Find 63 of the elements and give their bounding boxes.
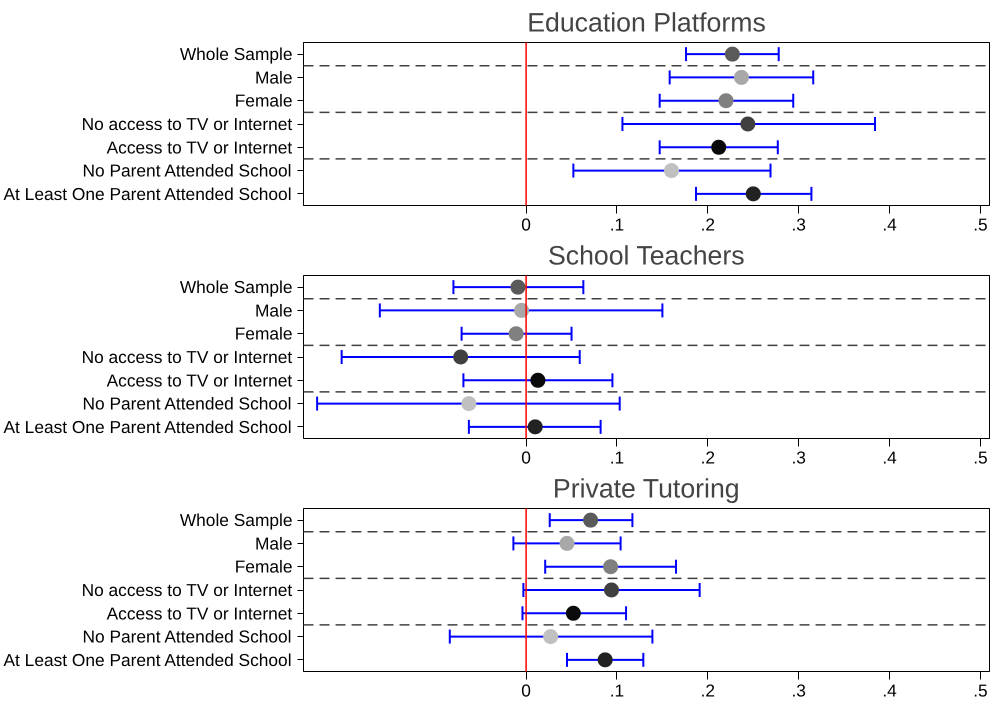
point [734,70,749,85]
point [508,326,524,342]
point [604,582,620,598]
y-tick-label: Access to TV or Internet [106,603,292,624]
x-tick-label: .1 [610,680,624,700]
x-tick-label: .3 [791,448,806,468]
y-tick-label: Male [254,533,293,554]
point [740,116,756,132]
point [528,419,543,434]
point [543,629,558,644]
point [746,186,761,202]
x-tick-label: .1 [610,214,624,234]
y-tick-label: No Parent Attended School [82,626,292,647]
x-tick-label: .3 [791,214,806,234]
y-tick-label: Access to TV or Internet [106,137,292,158]
y-tick-label: At Least One Parent Attended School [4,416,292,437]
x-tick-label: .5 [973,680,988,700]
point [583,512,598,528]
chart-title: School Teachers [548,240,745,270]
x-tick-label: 0 [521,680,531,700]
point [718,93,734,108]
x-tick-label: .5 [973,448,988,468]
x-tick-label: 0 [521,214,531,234]
y-tick-label: Female [234,556,292,577]
point [724,46,740,62]
y-tick-label: No access to TV or Internet [82,114,292,134]
y-tick-label: Male [254,300,293,320]
x-tick-label: .2 [700,214,716,234]
point [453,350,468,364]
y-tick-label: At Least One Parent Attended School [4,650,292,670]
y-tick-label: Whole Sample [180,510,293,530]
x-tick-label: .4 [882,680,898,700]
x-tick-label: .5 [973,214,988,234]
point [510,280,526,295]
point [711,140,726,155]
point [566,606,581,621]
y-tick-label: Whole Sample [180,277,293,298]
y-tick-label: At Least One Parent Attended School [4,184,292,204]
y-tick-label: Access to TV or Internet [106,370,292,390]
y-tick-label: Whole Sample [180,44,293,64]
y-tick-label: No access to TV or Internet [82,347,292,367]
x-tick-label: .1 [610,448,624,468]
x-tick-label: .2 [700,680,716,700]
chart-title: Private Tutoring [552,474,740,504]
point [598,652,613,668]
y-tick-label: No Parent Attended School [82,394,292,414]
chart-title: Education Platforms [527,8,766,38]
x-tick-label: 0 [521,448,531,468]
y-tick-label: Female [234,90,292,111]
point [603,559,618,574]
x-tick-label: .4 [882,214,898,234]
x-tick-label: .3 [791,680,806,700]
point [664,163,679,178]
y-tick-label: No Parent Attended School [82,160,292,181]
y-tick-label: Male [254,67,293,88]
point [514,302,530,318]
point [461,396,476,412]
point [530,372,546,388]
x-tick-label: .2 [700,448,716,468]
x-tick-label: .4 [882,448,898,468]
y-tick-label: Female [234,324,292,344]
point [559,536,574,551]
y-tick-label: No access to TV or Internet [82,580,292,600]
